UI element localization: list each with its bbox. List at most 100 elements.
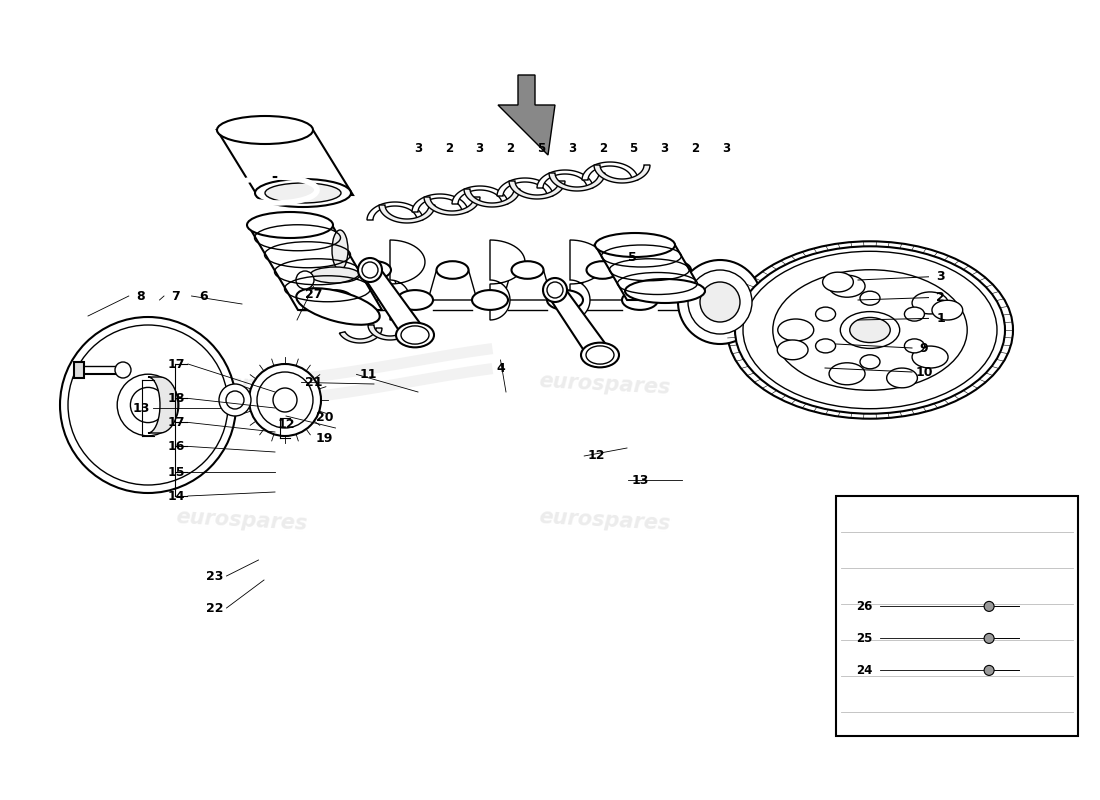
Polygon shape [549, 173, 605, 191]
Polygon shape [498, 75, 556, 155]
Text: 23: 23 [206, 570, 223, 582]
Ellipse shape [131, 387, 166, 422]
Ellipse shape [317, 290, 353, 310]
Ellipse shape [332, 230, 348, 270]
Ellipse shape [581, 342, 619, 367]
Text: 3: 3 [414, 142, 422, 154]
Text: 3: 3 [660, 142, 669, 154]
Ellipse shape [586, 346, 614, 364]
Text: 2: 2 [936, 291, 945, 304]
Ellipse shape [359, 261, 390, 278]
Ellipse shape [815, 307, 836, 321]
Text: 20: 20 [316, 411, 333, 424]
Text: 9: 9 [920, 342, 928, 354]
Text: 8: 8 [136, 290, 145, 302]
Ellipse shape [621, 290, 658, 310]
Ellipse shape [984, 634, 994, 643]
Polygon shape [578, 270, 627, 300]
Bar [836, 496, 1078, 736]
Polygon shape [424, 197, 480, 215]
Polygon shape [339, 328, 382, 343]
Polygon shape [428, 270, 477, 300]
Polygon shape [464, 189, 520, 207]
Ellipse shape [248, 212, 333, 238]
Text: 17: 17 [167, 416, 185, 429]
Ellipse shape [815, 339, 836, 353]
Ellipse shape [735, 246, 1005, 414]
Ellipse shape [773, 270, 967, 390]
Ellipse shape [912, 292, 948, 314]
Text: 24: 24 [857, 664, 872, 677]
Polygon shape [537, 170, 593, 188]
Ellipse shape [700, 282, 740, 322]
Polygon shape [497, 178, 553, 196]
Polygon shape [582, 162, 638, 180]
Text: 3: 3 [722, 142, 730, 154]
Ellipse shape [904, 339, 924, 353]
Ellipse shape [860, 355, 880, 369]
Ellipse shape [688, 270, 752, 334]
Polygon shape [148, 377, 178, 433]
Text: 26: 26 [857, 600, 872, 613]
Polygon shape [503, 270, 552, 300]
Text: 3: 3 [475, 142, 484, 154]
Text: 22: 22 [206, 602, 223, 614]
Text: 25: 25 [857, 632, 872, 645]
Text: 11: 11 [360, 368, 377, 381]
Text: eurospares: eurospares [539, 370, 671, 398]
Text: 2: 2 [444, 142, 453, 154]
Ellipse shape [60, 317, 236, 493]
Text: 5: 5 [629, 142, 638, 154]
Ellipse shape [586, 261, 618, 278]
Ellipse shape [265, 183, 341, 203]
Ellipse shape [273, 388, 297, 412]
Ellipse shape [742, 251, 997, 409]
Ellipse shape [727, 242, 1013, 418]
Polygon shape [367, 202, 424, 220]
Text: 14: 14 [167, 490, 185, 502]
Text: 7: 7 [172, 290, 180, 302]
Polygon shape [778, 340, 808, 360]
Polygon shape [348, 270, 402, 300]
Text: 2: 2 [506, 142, 515, 154]
Polygon shape [823, 272, 854, 292]
Text: 5: 5 [537, 142, 546, 154]
Ellipse shape [849, 318, 890, 342]
Polygon shape [217, 130, 353, 195]
Polygon shape [363, 265, 424, 342]
Text: 3: 3 [568, 142, 576, 154]
Ellipse shape [249, 364, 321, 436]
Ellipse shape [595, 233, 675, 257]
Ellipse shape [829, 362, 865, 385]
Text: 2: 2 [691, 142, 700, 154]
Text: 12: 12 [587, 450, 605, 462]
Ellipse shape [840, 311, 900, 349]
Polygon shape [248, 225, 382, 310]
Ellipse shape [362, 262, 378, 278]
Polygon shape [412, 194, 468, 212]
Ellipse shape [692, 290, 728, 310]
Ellipse shape [778, 319, 814, 341]
Ellipse shape [547, 282, 563, 298]
Ellipse shape [860, 291, 880, 305]
Ellipse shape [472, 290, 508, 310]
Ellipse shape [437, 261, 469, 278]
Ellipse shape [310, 267, 360, 283]
Ellipse shape [255, 179, 351, 207]
Ellipse shape [219, 384, 251, 416]
Ellipse shape [984, 666, 994, 675]
Ellipse shape [904, 307, 924, 321]
Ellipse shape [296, 288, 380, 325]
Polygon shape [653, 270, 697, 300]
Polygon shape [74, 362, 84, 378]
Text: eurospares: eurospares [176, 370, 308, 398]
Ellipse shape [116, 362, 131, 378]
Text: 10: 10 [915, 366, 933, 378]
Polygon shape [594, 165, 650, 183]
Ellipse shape [217, 116, 314, 144]
Ellipse shape [912, 346, 948, 368]
Polygon shape [490, 240, 525, 320]
Text: eurospares: eurospares [176, 506, 308, 534]
Polygon shape [390, 240, 425, 320]
Text: 2: 2 [598, 142, 607, 154]
